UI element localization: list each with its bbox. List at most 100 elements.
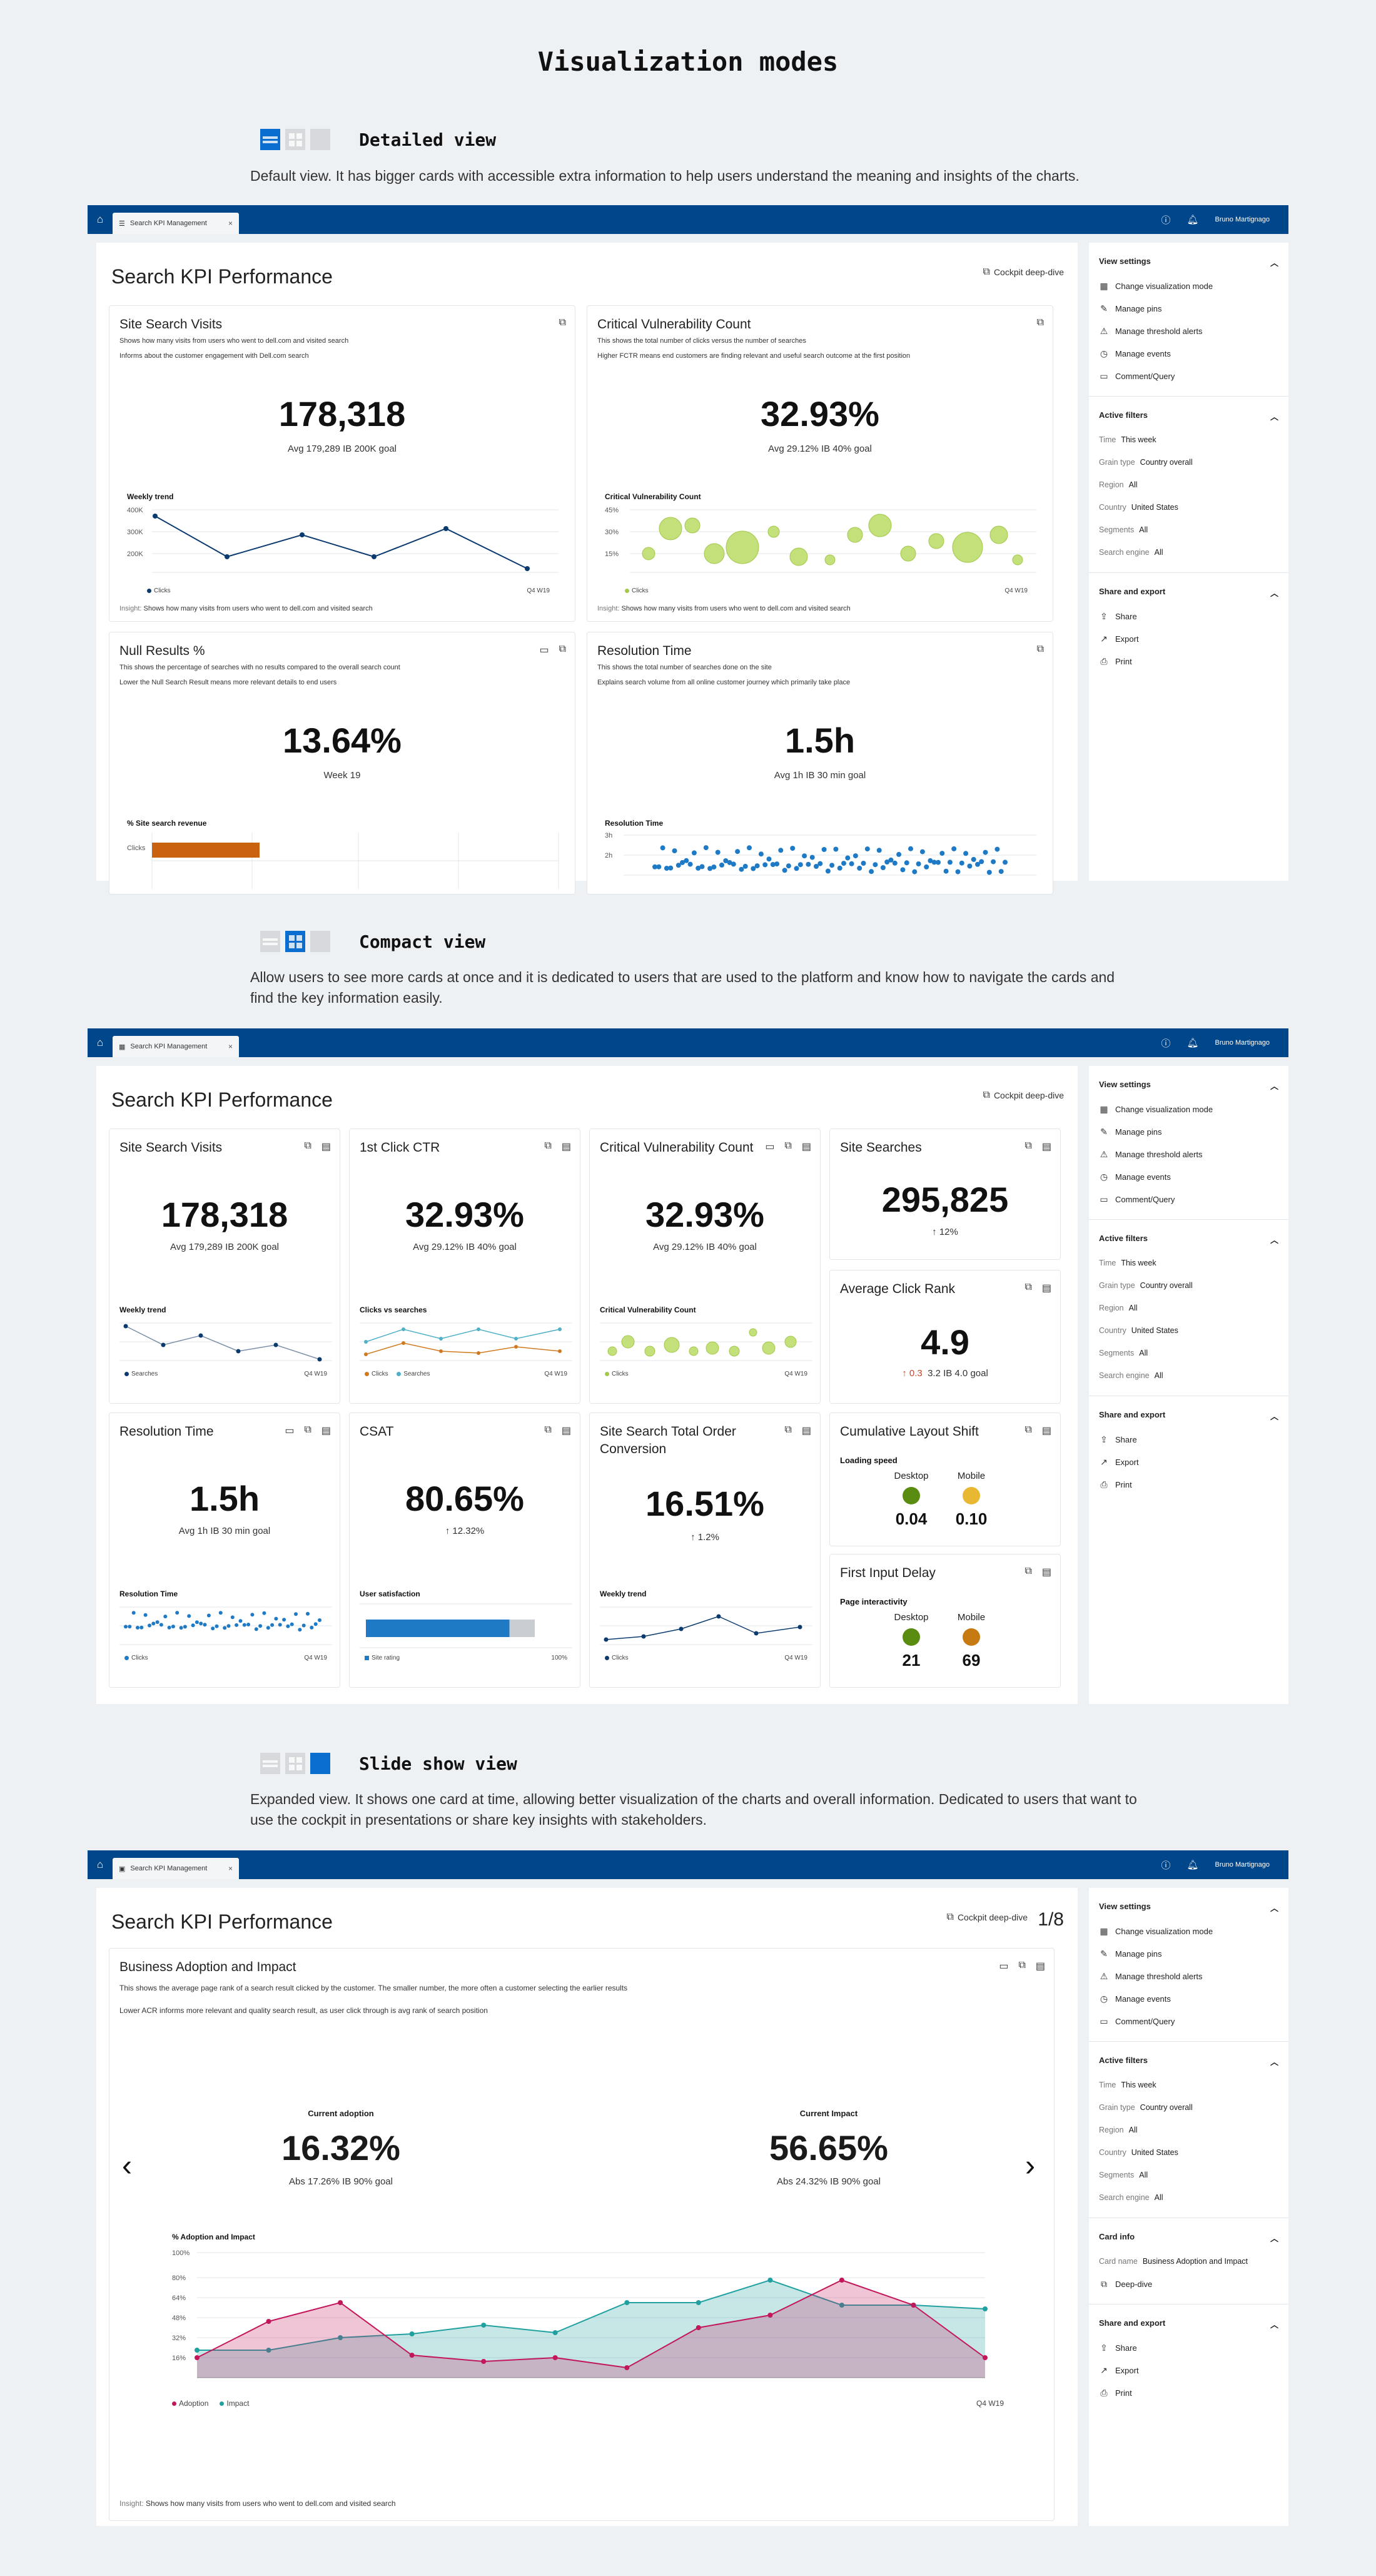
- bubble[interactable]: [621, 1335, 635, 1349]
- scatter-point[interactable]: [806, 861, 811, 867]
- scatter-point[interactable]: [955, 869, 961, 875]
- filter-item[interactable]: Segments All: [1099, 1349, 1148, 1357]
- data-point[interactable]: [195, 2355, 200, 2360]
- data-point[interactable]: [372, 554, 377, 559]
- help-icon[interactable]: ⓘ: [1161, 215, 1171, 226]
- scatter-point[interactable]: [171, 1625, 175, 1629]
- share-export-header[interactable]: Share and export ︿: [1099, 1410, 1278, 1421]
- filter-item[interactable]: Region All: [1099, 480, 1138, 489]
- external-link-icon[interactable]: ⧉: [1024, 1566, 1032, 1576]
- scatter-point[interactable]: [163, 1615, 168, 1619]
- scatter-point[interactable]: [699, 864, 705, 870]
- filter-item[interactable]: Search engine All: [1099, 2193, 1163, 2202]
- data-point[interactable]: [514, 1337, 518, 1341]
- scatter-point[interactable]: [687, 861, 693, 867]
- table-icon[interactable]: ▤: [561, 1426, 571, 1436]
- sidebar-item[interactable]: ◷ Manage events: [1100, 1993, 1171, 2004]
- scatter-point[interactable]: [758, 851, 764, 857]
- scatter-point[interactable]: [191, 1623, 195, 1628]
- scatter-point[interactable]: [282, 1618, 286, 1622]
- scatter-point[interactable]: [179, 1626, 183, 1630]
- scatter-point[interactable]: [924, 864, 929, 870]
- data-point[interactable]: [716, 1614, 721, 1619]
- scatter-point[interactable]: [845, 855, 851, 861]
- filter-item[interactable]: Country United States: [1099, 2148, 1178, 2157]
- scatter-point[interactable]: [656, 864, 662, 870]
- external-link-icon[interactable]: ⧉: [559, 317, 566, 328]
- data-point[interactable]: [558, 1349, 562, 1353]
- data-point[interactable]: [443, 526, 448, 531]
- scatter-point[interactable]: [739, 866, 744, 872]
- scatter-point[interactable]: [310, 1625, 314, 1630]
- data-point[interactable]: [439, 1337, 443, 1341]
- scatter-point[interactable]: [809, 854, 815, 860]
- card-first-input-delay[interactable]: First Input Delay ⧉ ▤ Page interactivity …: [829, 1554, 1061, 1688]
- scatter-point[interactable]: [833, 846, 839, 852]
- data-point[interactable]: [225, 554, 230, 559]
- scatter-point[interactable]: [206, 1613, 211, 1618]
- scatter-point[interactable]: [837, 865, 842, 871]
- scatter-point[interactable]: [802, 853, 807, 859]
- data-point[interactable]: [266, 2348, 271, 2353]
- scatter-point[interactable]: [936, 860, 941, 865]
- scatter-point[interactable]: [904, 860, 909, 866]
- bubble[interactable]: [726, 530, 759, 564]
- scatter-point[interactable]: [711, 865, 717, 870]
- scatter-point[interactable]: [691, 850, 697, 856]
- card-cumulative-layout-shift[interactable]: Cumulative Layout Shift ⧉ ▤ Loading speed…: [829, 1412, 1061, 1546]
- detailed-mode-icon[interactable]: [260, 1753, 280, 1774]
- sidebar-item[interactable]: ▦ Change visualization mode: [1100, 1103, 1213, 1114]
- scatter-point[interactable]: [151, 1621, 156, 1626]
- scatter-point[interactable]: [203, 1623, 207, 1627]
- scatter-point[interactable]: [947, 860, 953, 865]
- scatter-point[interactable]: [857, 865, 863, 871]
- scatter-point[interactable]: [861, 861, 866, 866]
- filter-item[interactable]: Time This week: [1099, 1259, 1156, 1267]
- scatter-point[interactable]: [880, 865, 886, 870]
- sidebar-item[interactable]: ▭ Comment/Query: [1100, 370, 1175, 381]
- bubble[interactable]: [789, 547, 808, 566]
- data-point[interactable]: [364, 1340, 368, 1344]
- active-filters-header[interactable]: Active filters ︿: [1099, 1234, 1278, 1245]
- filter-item[interactable]: Region All: [1099, 2126, 1138, 2134]
- sidebar-item[interactable]: ✎ Manage pins: [1099, 1120, 1278, 1143]
- sidebar-item[interactable]: ◷ Manage events: [1100, 1171, 1171, 1182]
- data-point[interactable]: [839, 2278, 844, 2283]
- scatter-point[interactable]: [786, 863, 791, 869]
- scatter-point[interactable]: [928, 858, 933, 863]
- next-slide-arrow[interactable]: ›: [1025, 2149, 1035, 2183]
- sidebar-item[interactable]: ↗ Export: [1099, 627, 1278, 650]
- filter-item[interactable]: Search engine All: [1099, 548, 1163, 557]
- scatter-point[interactable]: [139, 1625, 144, 1630]
- data-point[interactable]: [679, 1626, 684, 1631]
- scatter-point[interactable]: [975, 861, 980, 867]
- sidebar-item[interactable]: ⇪ Share: [1099, 1428, 1278, 1451]
- slide-card-business-adoption[interactable]: Business Adoption and Impact ▭ ⧉ ▤ This sh…: [109, 1948, 1055, 2521]
- card-critical-vulnerability[interactable]: Critical Vulnerability Count ⧉ This show…: [587, 305, 1053, 622]
- close-icon[interactable]: ×: [228, 1864, 233, 1873]
- scatter-point[interactable]: [939, 851, 945, 856]
- scatter-point[interactable]: [991, 859, 996, 865]
- bar[interactable]: [152, 843, 260, 858]
- scatter-point[interactable]: [986, 870, 992, 875]
- sidebar-item[interactable]: ▦ Change visualization mode: [1100, 1925, 1213, 1936]
- external-link-icon[interactable]: ⧉: [559, 644, 566, 654]
- data-point[interactable]: [481, 2323, 487, 2328]
- detailed-mode-icon[interactable]: [260, 931, 280, 952]
- app-tab[interactable]: ▦ Search KPI Management ×: [113, 1036, 239, 1057]
- bubble[interactable]: [706, 1341, 719, 1355]
- data-point[interactable]: [300, 532, 305, 537]
- scatter-point[interactable]: [696, 865, 701, 871]
- app-tab[interactable]: ☰ Search KPI Management ×: [113, 213, 239, 234]
- bubble[interactable]: [729, 1346, 740, 1357]
- table-icon[interactable]: ▤: [1041, 1142, 1051, 1152]
- scatter-point[interactable]: [829, 863, 835, 868]
- scatter-point[interactable]: [719, 862, 724, 868]
- sidebar-item[interactable]: ▦ Change visualization mode: [1100, 280, 1213, 291]
- scatter-point[interactable]: [884, 860, 890, 865]
- scatter-point[interactable]: [983, 849, 988, 855]
- scatter-point[interactable]: [680, 860, 685, 865]
- scatter-point[interactable]: [703, 845, 709, 851]
- scatter-point[interactable]: [238, 1619, 243, 1623]
- external-link-icon[interactable]: ⧉: [1036, 317, 1044, 328]
